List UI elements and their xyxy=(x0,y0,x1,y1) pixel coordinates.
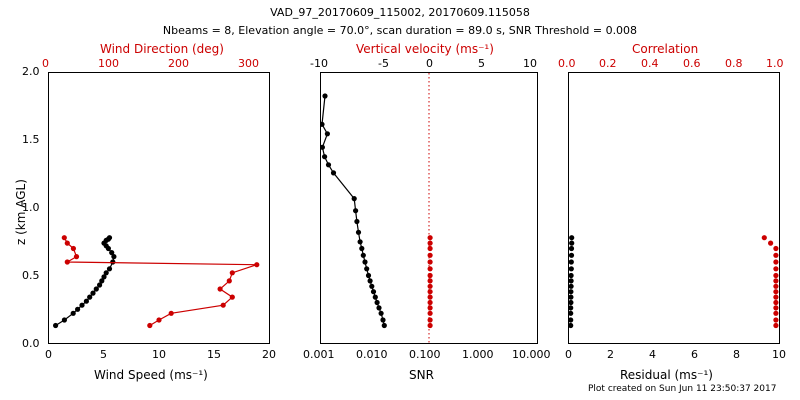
panel3-x-axis-label: Residual (ms⁻¹) xyxy=(620,368,713,382)
panel1-top-axis-label: Wind Direction (deg) xyxy=(100,42,224,56)
plot-footer: Plot created on Sun Jun 11 23:50:37 2017 xyxy=(588,384,777,394)
panel1-top-tick-0: 0 xyxy=(42,57,49,70)
panel2-top-tick-4: 10 xyxy=(523,57,537,70)
panel2-tick-1: 0.010 xyxy=(356,348,388,361)
panel2-top-tick-2: 0 xyxy=(426,57,433,70)
plot-subtitle: Nbeams = 8, Elevation angle = 70.0°, sca… xyxy=(162,24,638,37)
panel-residual-plot xyxy=(569,235,779,329)
panel3-top-tick-3: 0.6 xyxy=(683,57,701,70)
panel1-tick-2: 10 xyxy=(152,348,166,361)
y-tick-3: 1.5 xyxy=(22,133,40,146)
panel1-tick-4: 20 xyxy=(262,348,276,361)
panel3-top-tick-2: 0.4 xyxy=(641,57,659,70)
y-tick-1: 0.5 xyxy=(22,269,40,282)
panel1-top-tick-1: 100 xyxy=(98,57,119,70)
panel3-tick-1: 2 xyxy=(607,348,614,361)
panel1-tick-3: 15 xyxy=(207,348,221,361)
panel1-x-axis-label: Wind Speed (ms⁻¹) xyxy=(94,368,208,382)
panel2-top-tick-1: -5 xyxy=(378,57,389,70)
y-tick-4: 2.0 xyxy=(22,65,40,78)
panel-wind-plot xyxy=(53,235,260,329)
panel3-top-tick-5: 1.0 xyxy=(766,57,784,70)
y-axis-label: z (km AGL) xyxy=(14,179,28,245)
panel3-top-tick-4: 0.8 xyxy=(725,57,743,70)
panel-snr-plot xyxy=(321,73,433,343)
panel2-tick-2: 0.100 xyxy=(409,348,441,361)
panel1-tick-0: 0 xyxy=(45,348,52,361)
panel1-top-tick-3: 300 xyxy=(238,57,259,70)
panel3-tick-3: 6 xyxy=(691,348,698,361)
plot-title: VAD_97_20170609_115002, 20170609.115058 xyxy=(270,6,530,19)
panel2-tick-4: 10.000 xyxy=(512,348,551,361)
panel2-top-axis-label: Vertical velocity (ms⁻¹) xyxy=(356,42,494,56)
panel3-tick-0: 0 xyxy=(565,348,572,361)
panel-snr xyxy=(320,72,538,344)
panel3-tick-5: 10 xyxy=(772,348,786,361)
panel2-x-axis-label: SNR xyxy=(409,368,434,382)
panel-residual xyxy=(568,72,780,344)
y-tick-2: 1.0 xyxy=(22,201,40,214)
panel1-top-tick-2: 200 xyxy=(168,57,189,70)
panel3-tick-2: 4 xyxy=(649,348,656,361)
panel-wind xyxy=(48,72,270,344)
panel2-tick-3: 1.000 xyxy=(462,348,494,361)
panel2-top-tick-0: -10 xyxy=(310,57,328,70)
panel2-tick-0: 0.001 xyxy=(303,348,335,361)
y-tick-0: 0.0 xyxy=(22,337,40,350)
panel1-tick-1: 5 xyxy=(100,348,107,361)
panel3-top-tick-0: 0.0 xyxy=(558,57,576,70)
panel3-top-axis-label: Correlation xyxy=(632,42,699,56)
panel2-top-tick-3: 5 xyxy=(478,57,485,70)
panel3-tick-4: 8 xyxy=(733,348,740,361)
panel3-top-tick-1: 0.2 xyxy=(599,57,617,70)
